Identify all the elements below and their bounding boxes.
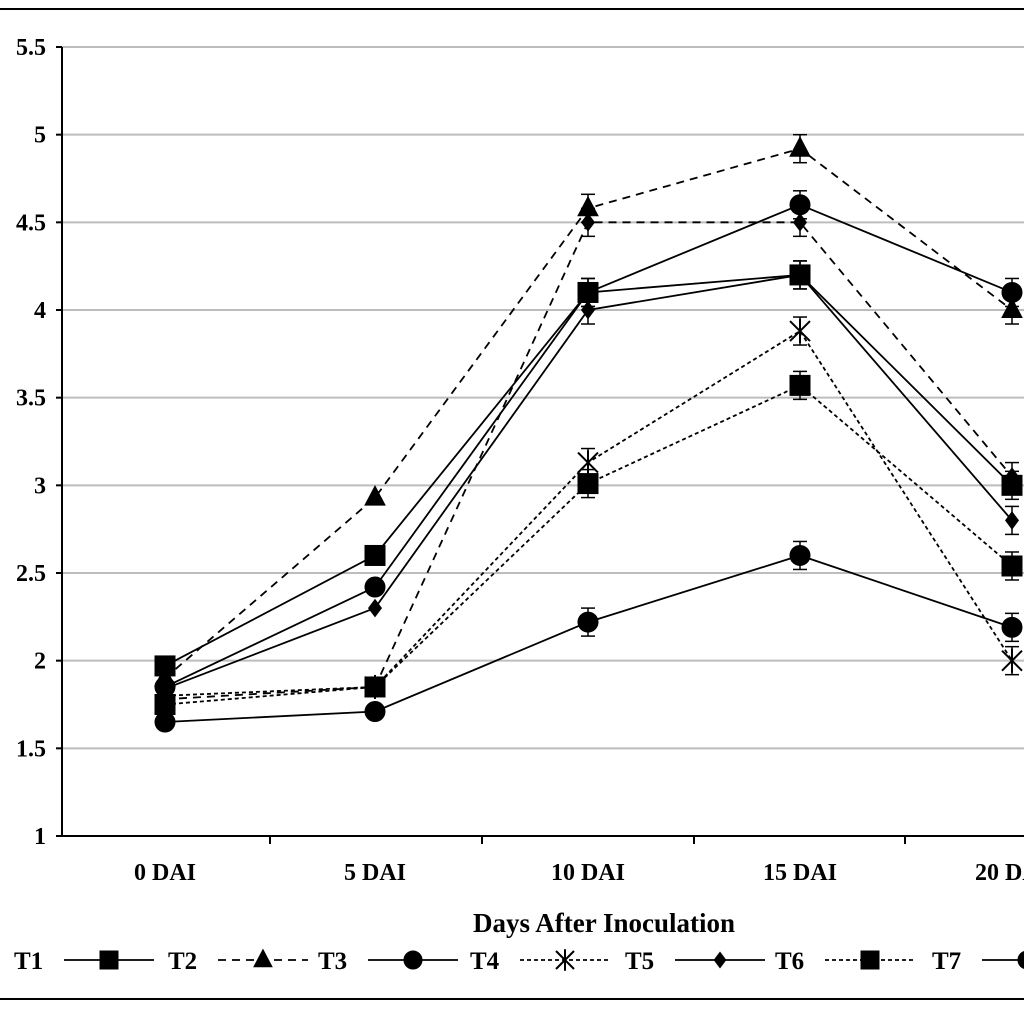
legend-label: T4 <box>470 948 500 975</box>
y-tick-label: 5.5 <box>16 35 46 61</box>
legend-label: T1 <box>14 948 43 975</box>
data-point <box>368 677 382 697</box>
y-tick-label: 2.5 <box>16 561 46 587</box>
data-point <box>1001 616 1023 638</box>
data-point <box>1001 281 1023 303</box>
legend: T1 T2 T3 T4 T5 T6 T7 <box>14 948 1024 975</box>
data-point <box>577 473 599 495</box>
series-t7 <box>154 540 1023 733</box>
data-point <box>364 485 386 506</box>
series-t5 <box>158 260 1019 699</box>
y-tick-label: 5 <box>34 123 46 149</box>
data-point <box>577 611 599 633</box>
legend-marker <box>253 948 273 968</box>
data-point <box>581 300 595 320</box>
legend-label: T5 <box>625 948 654 975</box>
x-tick-label: 15 DAI <box>763 860 837 886</box>
y-tick-label: 4 <box>34 298 46 324</box>
series-unlabeled <box>158 207 1019 709</box>
series-line <box>164 554 1013 723</box>
legend-marker <box>403 950 423 970</box>
data-point <box>793 212 807 232</box>
y-tick-label: 2 <box>34 649 46 675</box>
x-axis-title: Days After Inoculation <box>473 908 735 938</box>
x-tick-label: 10 DAI <box>551 860 625 886</box>
x-tick-label: 0 DAI <box>134 860 196 886</box>
data-point <box>789 136 811 157</box>
y-tick-label: 1.5 <box>16 736 46 762</box>
data-point <box>789 319 811 344</box>
data-point <box>364 576 386 598</box>
y-tick-label: 1 <box>34 824 46 850</box>
x-tick-label: 5 DAI <box>344 860 406 886</box>
legend-marker <box>713 951 727 969</box>
data-point <box>1005 511 1019 530</box>
data-point <box>154 711 176 733</box>
legend-label: T2 <box>168 948 197 975</box>
legend-marker <box>1017 950 1024 970</box>
data-point <box>1005 467 1019 486</box>
series-line <box>164 384 1013 706</box>
data-point <box>1001 648 1023 673</box>
legend-label: T7 <box>932 948 961 975</box>
data-point <box>789 544 811 566</box>
data-point <box>1001 297 1023 318</box>
series-t4 <box>154 316 1023 708</box>
legend-marker <box>860 950 880 970</box>
y-tick-label: 3.5 <box>16 386 46 412</box>
data-point <box>793 265 807 285</box>
legend-marker <box>99 950 119 970</box>
y-tick-label: 4.5 <box>16 210 46 236</box>
data-point <box>364 701 386 723</box>
data-point <box>789 374 811 396</box>
chart-frame <box>0 8 1024 1000</box>
data-point <box>368 598 382 618</box>
x-tick-label: 20 DAI <box>975 860 1024 886</box>
legend-label: T6 <box>775 948 804 975</box>
data-point <box>581 212 595 232</box>
data-point <box>364 544 386 566</box>
legend-label: T3 <box>318 948 347 975</box>
legend-marker <box>555 949 575 971</box>
data-point <box>158 689 172 709</box>
series-t6 <box>154 370 1023 715</box>
series-line <box>164 329 1013 697</box>
y-tick-label: 3 <box>34 473 46 499</box>
data-point <box>1001 555 1023 577</box>
